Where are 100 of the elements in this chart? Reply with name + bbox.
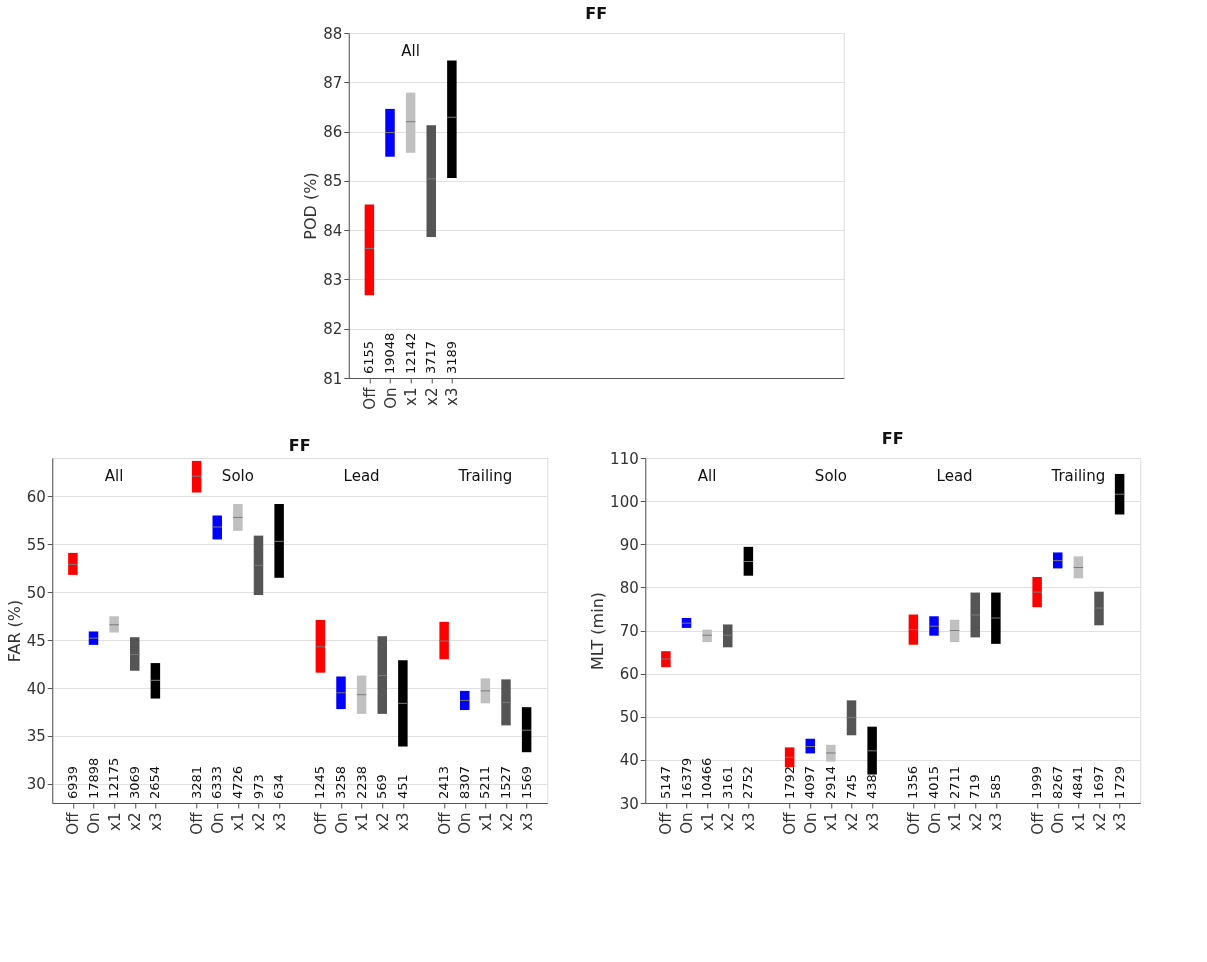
annotation: 6155 <box>361 340 377 374</box>
x-tick-label: x1 <box>698 812 717 831</box>
x-tick-label: Off <box>1028 811 1047 835</box>
annotation: 4015 <box>926 765 941 799</box>
x-tick-label: On <box>381 387 400 409</box>
annotation: 1245 <box>312 765 328 799</box>
y-tick-label: 83 <box>323 270 343 289</box>
annotation: 1999 <box>1029 765 1045 799</box>
y-tick-label: 60 <box>619 665 639 684</box>
y-tick-label: 80 <box>619 578 639 597</box>
annotation: 2654 <box>147 765 163 799</box>
x-tick-label: Off <box>435 811 454 835</box>
x-tick-label: x1 <box>105 812 124 831</box>
y-tick-label: 40 <box>26 679 46 698</box>
annotation: 4097 <box>802 765 818 799</box>
x-tick-label: Off <box>64 811 83 835</box>
x-tick-label: x1 <box>229 812 248 831</box>
chart-title: FF <box>881 429 904 448</box>
annotation: 719 <box>967 774 983 799</box>
annotation: 3161 <box>719 765 735 799</box>
y-tick-label: 81 <box>323 369 343 388</box>
y-tick-label: 90 <box>619 535 639 554</box>
y-tick-label: 55 <box>26 535 46 554</box>
x-tick-label: Off <box>360 386 379 410</box>
annotation: 5147 <box>657 765 673 799</box>
chart-title: FF <box>288 436 311 455</box>
annotation: 1792 <box>781 765 797 799</box>
x-tick-label: x2 <box>719 812 738 831</box>
annotation: Trailing <box>1050 467 1106 485</box>
annotation: 3258 <box>333 765 348 799</box>
annotation: 438 <box>864 774 880 799</box>
annotation: 585 <box>987 774 1003 799</box>
x-tick-label: On <box>85 812 103 834</box>
y-tick-label: 88 <box>323 24 343 43</box>
y-tick-label: 35 <box>26 727 46 746</box>
annotation: 634 <box>271 774 287 799</box>
y-tick-label: 82 <box>323 320 343 339</box>
x-tick-label: x2 <box>422 387 441 406</box>
y-tick-label: 30 <box>619 794 639 813</box>
x-tick-label: x3 <box>863 812 882 831</box>
annotation: Solo <box>221 467 254 485</box>
annotation: 4726 <box>229 765 245 799</box>
x-tick-label: x1 <box>1069 812 1088 831</box>
annotation: 3189 <box>443 340 459 374</box>
y-tick-label: 30 <box>26 775 46 794</box>
annotation: 10466 <box>699 757 715 799</box>
annotation: 2711 <box>946 765 962 799</box>
x-tick-label: x3 <box>146 812 165 831</box>
x-tick-label: x1 <box>476 812 495 831</box>
annotation: 4841 <box>1070 765 1086 799</box>
x-tick-label: Off <box>904 811 923 835</box>
annotation: 6333 <box>209 765 225 799</box>
annotation: 5211 <box>477 765 493 799</box>
x-tick-label: x2 <box>1090 812 1109 831</box>
annotation: 8307 <box>456 765 472 799</box>
annotation: 8267 <box>1049 765 1065 799</box>
x-tick-label: Off <box>657 811 676 835</box>
x-tick-label: x1 <box>353 812 372 831</box>
x-tick-label: x2 <box>497 812 516 831</box>
x-tick-label: On <box>801 812 820 834</box>
x-tick-label: On <box>456 812 475 834</box>
annotation: 1569 <box>518 765 534 799</box>
annotation: Solo <box>814 467 847 485</box>
x-tick-label: x3 <box>987 812 1006 831</box>
annotation: 12142 <box>402 332 418 374</box>
chart-title: FF <box>585 4 608 23</box>
annotation: 2413 <box>436 765 452 799</box>
x-tick-label: x2 <box>373 812 392 831</box>
annotation: 6939 <box>64 765 80 799</box>
y-tick-label: 50 <box>619 708 639 727</box>
x-tick-label: Off <box>311 811 330 835</box>
x-tick-label: x2 <box>250 812 268 831</box>
x-tick-label: x1 <box>402 387 421 406</box>
annotation: Lead <box>936 467 973 485</box>
annotation: 569 <box>374 774 390 799</box>
x-tick-label: On <box>925 812 944 834</box>
annotation: 12175 <box>106 757 122 799</box>
annotation: 3281 <box>188 765 204 799</box>
x-tick-label: x2 <box>843 812 861 831</box>
annotation: 19048 <box>382 332 397 374</box>
annotation: 17898 <box>85 757 101 799</box>
x-tick-label: Off <box>188 811 207 835</box>
x-tick-label: x3 <box>739 812 758 831</box>
y-tick-label: 40 <box>619 751 639 770</box>
x-tick-label: On <box>1049 812 1068 834</box>
y-tick-label: 60 <box>26 487 46 506</box>
y-tick-label: 87 <box>323 73 343 92</box>
x-tick-label: x1 <box>946 812 965 831</box>
y-tick-label: 70 <box>619 622 639 640</box>
annotation: Trailing <box>457 467 513 485</box>
annotation: 3717 <box>423 340 439 374</box>
y-tick-label: 110 <box>610 449 639 468</box>
x-tick-label: x1 <box>822 812 841 831</box>
annotation: 2914 <box>822 765 838 799</box>
x-tick-label: Off <box>781 811 800 835</box>
x-tick-label: x2 <box>126 812 145 831</box>
annotation: 745 <box>843 774 859 799</box>
y-axis-title: FAR (%) <box>4 599 24 663</box>
y-tick-label: 85 <box>323 172 343 191</box>
x-tick-label: x3 <box>1111 812 1130 831</box>
